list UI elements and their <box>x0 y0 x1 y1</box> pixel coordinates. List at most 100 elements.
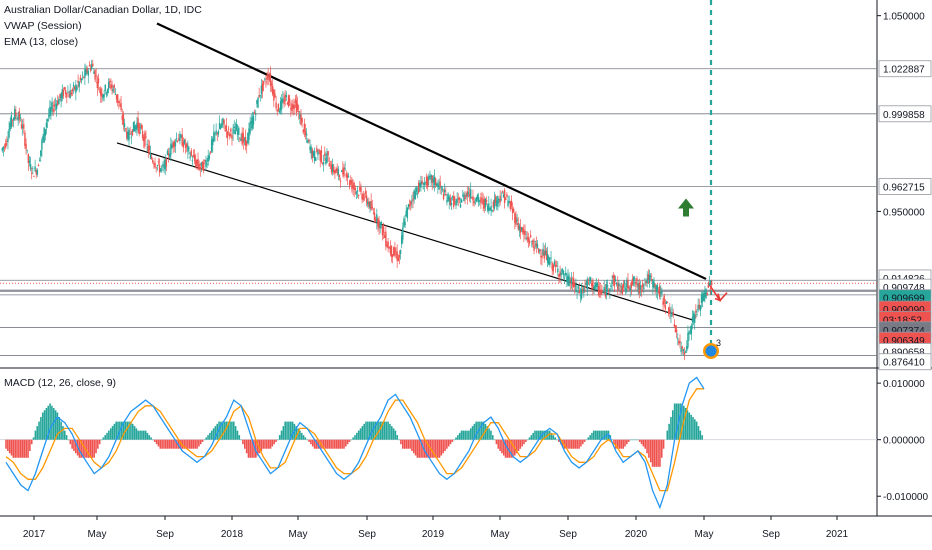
candle-body <box>33 176 35 177</box>
macd-hist-bar <box>615 439 617 449</box>
candle-body <box>31 172 33 174</box>
macd-hist-bar <box>385 421 388 440</box>
candle-body <box>548 256 550 265</box>
candle-body <box>669 309 671 315</box>
macd-hist-bar <box>567 439 569 449</box>
candle-body <box>704 291 706 297</box>
candle-body <box>376 214 378 222</box>
candle-body <box>238 127 240 135</box>
macd-hist-bar <box>512 439 514 458</box>
candle-body <box>644 279 646 280</box>
candle-body <box>77 80 79 83</box>
candle-body <box>653 281 655 289</box>
candle-body <box>135 125 137 130</box>
macd-hist-bar <box>581 439 584 445</box>
candle-body <box>474 202 476 204</box>
macd-hist-bar <box>69 439 72 445</box>
macd-hist-bar <box>343 439 345 449</box>
candle-body <box>105 92 108 95</box>
candle-body <box>417 183 420 193</box>
candle-body <box>448 196 450 203</box>
candle-body <box>258 95 260 97</box>
macd-hist-bar <box>313 439 316 449</box>
macd-hist-bar <box>341 439 343 449</box>
candle-body <box>496 200 498 207</box>
candle-body <box>58 99 60 105</box>
candle-body <box>96 82 99 89</box>
candle-body <box>457 197 459 199</box>
candle-body <box>415 187 418 192</box>
macd-hist-bar <box>596 430 599 440</box>
candle-body <box>170 143 172 155</box>
macd-hist-bar <box>396 435 399 440</box>
candle-body <box>589 277 592 282</box>
macd-hist-bar <box>304 437 307 440</box>
candle-body <box>40 150 42 156</box>
macd-hist-bar <box>229 421 231 440</box>
candle-body <box>165 158 168 167</box>
candle-body <box>411 200 413 202</box>
candle-body <box>88 65 91 67</box>
candle-body <box>119 104 121 107</box>
candle-body <box>188 147 190 149</box>
candle-body <box>234 130 237 135</box>
candle-body <box>216 132 218 135</box>
macd-hist-bar <box>552 435 555 440</box>
candle-body <box>491 210 493 212</box>
macd-hist-bar <box>337 439 340 449</box>
macd-tick: 0.000000 <box>883 436 925 447</box>
candle-body <box>443 189 446 193</box>
candle-body <box>17 117 19 121</box>
candle-body <box>361 194 363 200</box>
candle-body <box>640 290 643 291</box>
candle-body <box>549 261 551 265</box>
candle-body <box>584 286 586 288</box>
candle-body <box>222 118 224 124</box>
macd-hist-bar <box>374 421 377 440</box>
vwap-legend[interactable]: VWAP (Session) <box>4 20 82 32</box>
macd-hist-bar <box>137 430 140 440</box>
macd-hist-bar <box>187 439 189 449</box>
candle-body <box>365 195 368 203</box>
candle-body <box>218 122 221 130</box>
event-badge[interactable]: 3 <box>703 338 721 359</box>
symbol-title[interactable]: Australian Dollar/Canadian Dollar, 1D, I… <box>4 4 202 16</box>
macd-hist-bar <box>451 439 454 442</box>
candle-body <box>290 108 292 110</box>
candle-body <box>697 305 699 310</box>
candle-body <box>406 207 409 219</box>
candle-body <box>139 127 142 129</box>
macd-hist-bar <box>613 439 615 445</box>
macd-hist-bar <box>679 403 681 440</box>
macd-hist-bar <box>367 421 369 440</box>
macd-legend[interactable]: MACD (12, 26, close, 9) <box>4 377 117 389</box>
candle-body <box>503 190 506 203</box>
time-tick: May <box>695 529 714 540</box>
candle-body <box>654 284 656 287</box>
candle-body <box>102 94 104 99</box>
candle-body <box>602 292 604 293</box>
macd-hist-bar <box>159 439 162 449</box>
candle-body <box>356 190 359 192</box>
macd-hist-bar <box>49 403 51 440</box>
candle-body <box>121 115 123 120</box>
candle-body <box>67 92 69 94</box>
time-tick: 2017 <box>23 529 46 540</box>
candle-body <box>395 254 397 256</box>
candle-body <box>377 218 379 227</box>
candle-body <box>133 125 136 131</box>
candle-body <box>664 305 667 310</box>
macd-hist-bar <box>174 439 176 449</box>
macd-hist-bar <box>5 439 7 449</box>
candle-body <box>434 178 437 185</box>
macd-hist-bar <box>203 439 206 441</box>
macd-hist-bar <box>25 439 28 458</box>
macd-hist-bar <box>133 426 136 440</box>
candle-body <box>62 90 65 96</box>
candle-body <box>85 68 87 75</box>
candle-body <box>336 168 338 172</box>
ema-legend[interactable]: EMA (13, close) <box>4 36 79 48</box>
candle-body <box>507 200 509 206</box>
candle-body <box>646 278 648 284</box>
